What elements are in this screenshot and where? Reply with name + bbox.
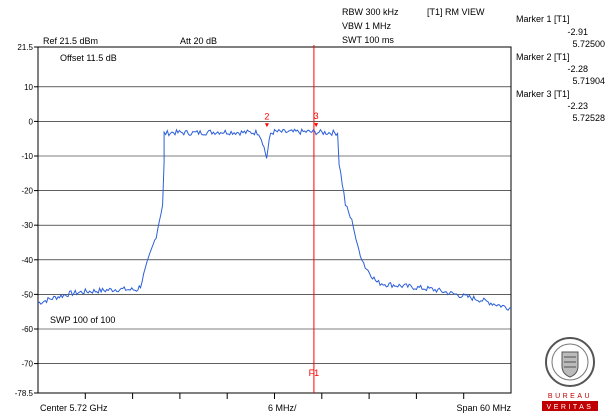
- division-footer: 6 MHz/: [268, 403, 297, 413]
- svg-text:VERITAS: VERITAS: [547, 404, 594, 411]
- marker-1-name: Marker 1 [T1]: [516, 14, 570, 24]
- sweep-count-label: SWP 100 of 100: [50, 315, 115, 325]
- marker-1-level: -2.91: [567, 27, 588, 37]
- marker-1-freq: 5.72500: [572, 39, 605, 49]
- y-tick-label: -78.5: [15, 389, 34, 398]
- marker-2-label: 2: [264, 111, 269, 121]
- center-frequency-footer: Center 5.72 GHz: [40, 403, 108, 413]
- spectrum-trace: [37, 128, 512, 311]
- marker-2-name: Marker 2 [T1]: [516, 52, 570, 62]
- y-tick-label: -10: [21, 152, 33, 161]
- marker-2-freq: 5.71904: [572, 76, 605, 86]
- vbw-label: VBW 1 MHz: [342, 21, 392, 31]
- y-tick-label: -70: [21, 360, 33, 369]
- y-tick-label: -60: [21, 325, 33, 334]
- rbw-label: RBW 300 kHz: [342, 7, 399, 17]
- marker-3-arrow: [314, 123, 319, 128]
- plot-frame: [37, 46, 512, 394]
- svg-text:BUREAU: BUREAU: [548, 393, 592, 400]
- y-tick-label: -40: [21, 256, 33, 265]
- marker-3-label: 3: [314, 111, 319, 121]
- marker-3-name: Marker 3 [T1]: [516, 89, 570, 99]
- y-tick-label: 0: [29, 117, 34, 126]
- y-tick-label: -50: [21, 290, 33, 299]
- marker-2-level: -2.28: [567, 64, 588, 74]
- swt-label: SWT 100 ms: [342, 35, 394, 45]
- span-footer: Span 60 MHz: [456, 403, 511, 413]
- offset-label: Offset 11.5 dB: [60, 53, 117, 63]
- bureau-veritas-logo: BUREAU VERITAS: [542, 337, 598, 411]
- center-frequency-label: F1: [309, 368, 320, 378]
- grid: [38, 86, 511, 364]
- y-axis-ticks: 21.5 10 0 -10 -20 -30 -40 -50 -60 -70 -78.5: [15, 43, 38, 398]
- marker-3-level: -2.23: [567, 101, 588, 111]
- marker-2-arrow: [264, 123, 269, 128]
- y-tick-label: -30: [21, 221, 33, 230]
- x-axis-ticks: [84, 393, 465, 399]
- marker-3-freq: 5.72528: [572, 113, 605, 123]
- attenuation-label: Att 20 dB: [180, 36, 217, 46]
- y-tick-label: 10: [24, 83, 33, 92]
- y-tick-label: -20: [21, 187, 33, 196]
- ref-level-label: Ref 21.5 dBm: [43, 36, 98, 46]
- view-label: [T1] RM VIEW: [427, 7, 485, 17]
- y-tick-label: 21.5: [17, 43, 33, 52]
